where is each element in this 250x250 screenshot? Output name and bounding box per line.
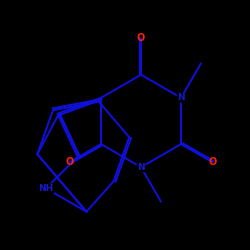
- Text: O: O: [208, 157, 217, 167]
- Text: O: O: [65, 157, 74, 167]
- Text: N: N: [177, 93, 185, 102]
- Text: N: N: [137, 163, 145, 172]
- Text: O: O: [137, 33, 145, 43]
- Text: NH: NH: [38, 184, 54, 193]
